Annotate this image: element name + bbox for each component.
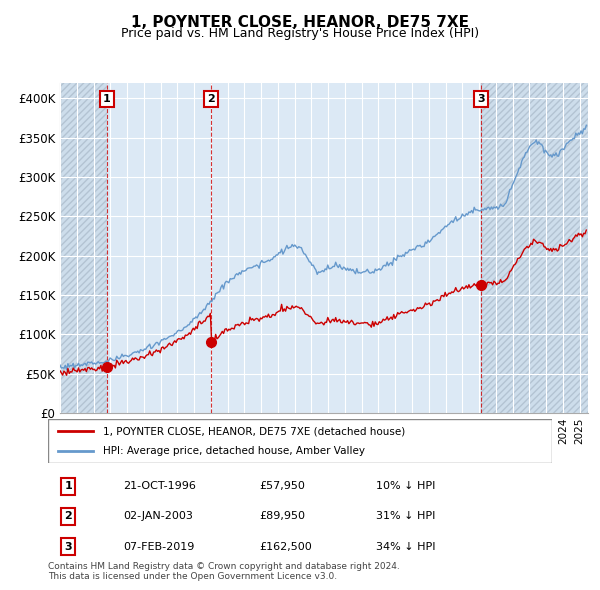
Text: £57,950: £57,950: [260, 481, 305, 491]
Text: 2: 2: [207, 94, 215, 104]
Text: Price paid vs. HM Land Registry's House Price Index (HPI): Price paid vs. HM Land Registry's House …: [121, 27, 479, 40]
Text: This data is licensed under the Open Government Licence v3.0.: This data is licensed under the Open Gov…: [48, 572, 337, 581]
Text: 34% ↓ HPI: 34% ↓ HPI: [376, 542, 435, 552]
Text: 02-JAN-2003: 02-JAN-2003: [124, 512, 193, 522]
Text: 1, POYNTER CLOSE, HEANOR, DE75 7XE (detached house): 1, POYNTER CLOSE, HEANOR, DE75 7XE (deta…: [103, 427, 406, 436]
Text: Contains HM Land Registry data © Crown copyright and database right 2024.: Contains HM Land Registry data © Crown c…: [48, 562, 400, 571]
Text: 07-FEB-2019: 07-FEB-2019: [124, 542, 195, 552]
Text: 2: 2: [64, 512, 72, 522]
Text: HPI: Average price, detached house, Amber Valley: HPI: Average price, detached house, Ambe…: [103, 446, 365, 455]
Text: 31% ↓ HPI: 31% ↓ HPI: [376, 512, 435, 522]
Text: £162,500: £162,500: [260, 542, 313, 552]
Text: 10% ↓ HPI: 10% ↓ HPI: [376, 481, 435, 491]
Bar: [481, 83, 588, 413]
FancyBboxPatch shape: [48, 419, 552, 463]
Text: £89,950: £89,950: [260, 512, 305, 522]
Text: 3: 3: [64, 542, 72, 552]
Bar: [60, 83, 107, 413]
Text: 1: 1: [103, 94, 111, 104]
Text: 3: 3: [477, 94, 485, 104]
Text: 1, POYNTER CLOSE, HEANOR, DE75 7XE: 1, POYNTER CLOSE, HEANOR, DE75 7XE: [131, 15, 469, 30]
Bar: [60, 83, 107, 413]
Text: 1: 1: [64, 481, 72, 491]
Text: 21-OCT-1996: 21-OCT-1996: [124, 481, 196, 491]
